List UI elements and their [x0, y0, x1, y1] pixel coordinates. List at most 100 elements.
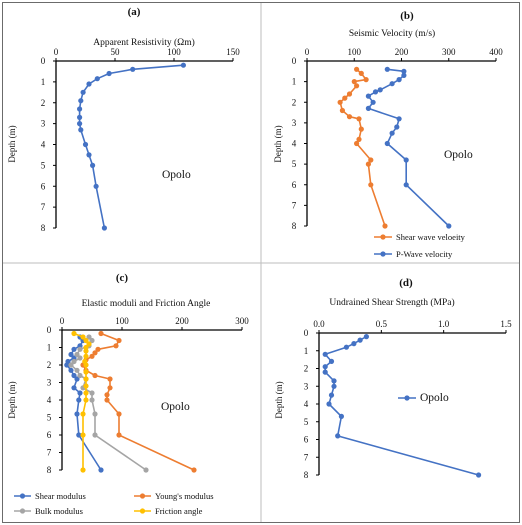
y-tick-label: 3 — [41, 119, 46, 129]
y-tick-label: 5 — [41, 160, 46, 170]
data-point — [104, 397, 110, 403]
data-point — [74, 376, 80, 382]
y-tick-label: 5 — [292, 159, 297, 169]
data-point — [116, 411, 122, 417]
data-point — [351, 79, 357, 85]
data-point — [98, 467, 104, 473]
x-tick-label: 400 — [489, 47, 503, 57]
data-point — [372, 89, 379, 95]
data-point — [78, 98, 84, 104]
legend-label: P-Wave velocity — [396, 249, 453, 259]
panel-letter: (b) — [400, 10, 414, 22]
data-point — [363, 334, 369, 340]
data-point — [354, 66, 360, 72]
y-tick-label: 7 — [41, 202, 46, 212]
data-point — [86, 334, 92, 340]
data-point — [358, 126, 364, 132]
data-point — [94, 76, 100, 82]
y-axis-label: Depth (m) — [274, 381, 284, 418]
data-point — [363, 77, 369, 83]
data-point — [326, 401, 332, 407]
x-tick-label: 0 — [305, 47, 310, 57]
data-point — [89, 397, 95, 403]
y-tick-label: 5 — [47, 413, 52, 423]
data-point — [74, 367, 80, 373]
data-point — [68, 351, 74, 358]
data-point — [83, 348, 89, 354]
chart-title: Apparent Resistivity (Ωm) — [93, 37, 195, 48]
x-tick-label: 100 — [348, 47, 362, 57]
y-tick-label: 8 — [41, 223, 46, 233]
data-point — [356, 116, 362, 122]
axes — [304, 58, 497, 227]
data-point — [83, 397, 89, 403]
legend-label: Young's modulus — [155, 491, 214, 501]
y-tick-label: 8 — [47, 465, 52, 475]
data-point — [83, 383, 89, 389]
y-tick-label: 1 — [47, 343, 52, 353]
site-label: Opolo — [162, 169, 191, 181]
legend-label: Shear wave veloeity — [396, 232, 466, 242]
data-point — [92, 411, 98, 417]
panel-letter: (d) — [399, 277, 413, 289]
data-point — [384, 140, 390, 147]
data-point — [74, 351, 80, 358]
data-point — [77, 114, 83, 120]
data-point — [338, 413, 344, 419]
data-point — [335, 433, 341, 439]
data-point — [90, 162, 96, 168]
data-point — [77, 106, 83, 112]
y-tick-label: 6 — [47, 430, 52, 440]
data-point — [76, 432, 82, 438]
data-point — [322, 369, 328, 375]
axes — [316, 330, 507, 476]
legend-label: Opolo — [420, 392, 449, 404]
data-point — [68, 362, 74, 368]
site-label: Opolo — [444, 149, 473, 161]
site-label: Opolo — [161, 401, 190, 413]
data-series — [337, 66, 452, 229]
y-tick-label: 0 — [304, 328, 309, 338]
data-point — [83, 390, 89, 396]
data-point — [76, 397, 82, 403]
panel-letter: (a) — [128, 6, 141, 18]
data-point — [356, 136, 362, 142]
data-point — [351, 341, 357, 347]
chart-panel-d: (d) Undrained Shear Strength (MPa) Depth… — [274, 277, 512, 480]
data-point — [143, 467, 149, 473]
data-point — [116, 432, 122, 438]
x-tick-label: 0.5 — [376, 319, 388, 329]
y-tick-label: 3 — [292, 118, 297, 128]
legend-label: Friction angle — [155, 506, 203, 516]
tick-labels: 0 100 200 300 400 0 1 2 3 4 5 6 7 8 — [292, 47, 504, 231]
chart-title: Undrained Shear Strength (MPa) — [329, 297, 454, 308]
x-tick-label: 100 — [167, 47, 181, 57]
data-point — [74, 411, 80, 417]
data-point — [368, 182, 374, 188]
y-axis-label: Depth (m) — [273, 125, 283, 162]
data-point — [446, 223, 452, 229]
data-point — [403, 182, 409, 188]
y-tick-label: 2 — [304, 364, 309, 374]
x-tick-label: 1.5 — [500, 319, 512, 329]
data-point — [77, 346, 83, 352]
y-tick-label: 6 — [304, 435, 309, 445]
axes — [59, 327, 243, 471]
data-point — [342, 95, 348, 101]
series-line — [78, 64, 184, 229]
x-tick-label: 200 — [395, 47, 409, 57]
data-point — [331, 383, 337, 389]
data-point — [93, 183, 99, 189]
data-point — [339, 107, 345, 114]
legend-swatch-marker — [139, 493, 146, 499]
y-tick-label: 2 — [41, 98, 46, 108]
y-tick-label: 0 — [41, 56, 46, 66]
y-tick-label: 7 — [304, 452, 309, 462]
y-tick-label: 3 — [47, 378, 52, 388]
y-tick-label: 4 — [47, 395, 52, 405]
data-series — [322, 334, 482, 478]
legend: Opolo — [398, 392, 449, 404]
legend: Shear modulus Young's modulus Bulk modulus… — [14, 491, 214, 516]
x-tick-label: 50 — [111, 47, 121, 57]
x-tick-label: 0 — [60, 316, 65, 326]
